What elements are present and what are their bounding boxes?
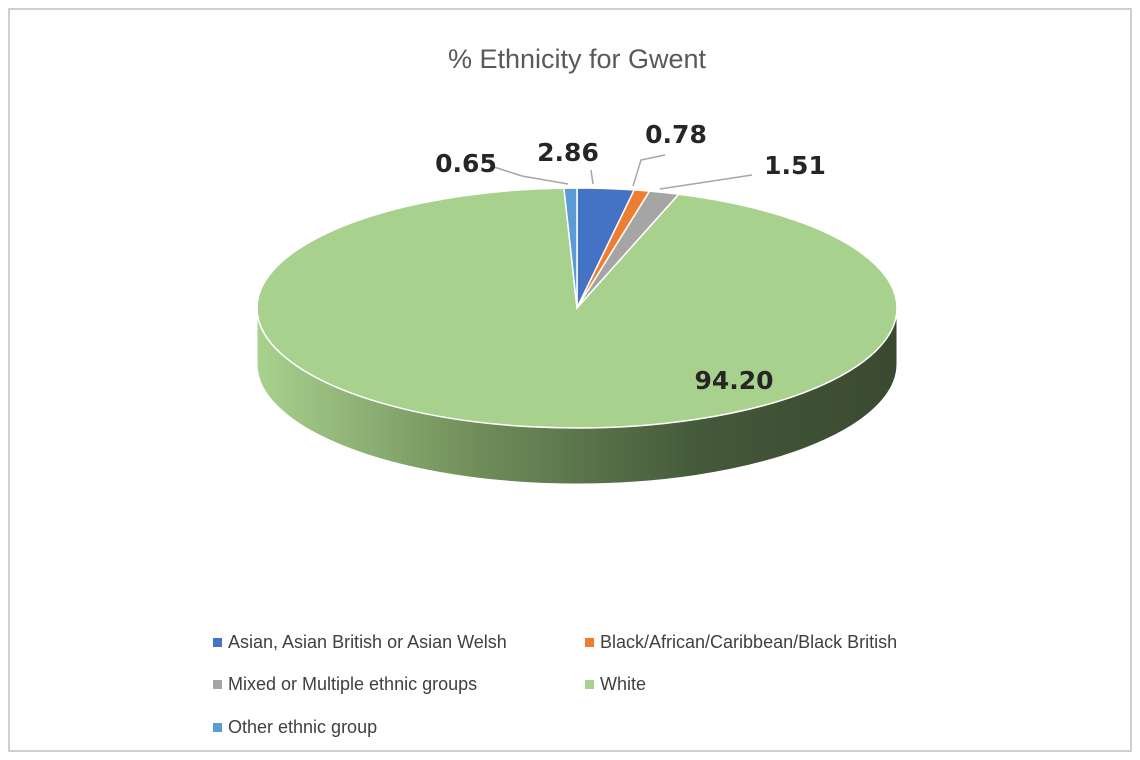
leader-line-black xyxy=(632,154,666,187)
legend-swatch-white xyxy=(585,680,594,689)
data-labels: 2.86 0.78 1.51 94.20 0.65 xyxy=(435,120,826,395)
legend-label-other: Other ethnic group xyxy=(228,717,377,737)
data-label-asian: 2.86 xyxy=(537,138,599,167)
pie-slice-white xyxy=(256,187,898,429)
leader-line-other xyxy=(493,166,569,185)
pie-top xyxy=(256,187,898,429)
legend: Asian, Asian British or Asian Welsh Black… xyxy=(213,632,897,737)
legend-swatch-asian xyxy=(213,638,222,647)
data-label-black: 0.78 xyxy=(645,120,707,149)
legend-label-mixed: Mixed or Multiple ethnic groups xyxy=(228,674,477,694)
data-label-white: 94.20 xyxy=(694,366,773,395)
legend-label-asian: Asian, Asian British or Asian Welsh xyxy=(228,632,507,652)
leader-line-asian xyxy=(590,169,594,185)
data-label-mixed: 1.51 xyxy=(764,151,826,180)
legend-label-black: Black/African/Caribbean/Black British xyxy=(600,632,897,652)
leader-line-mixed xyxy=(659,174,753,190)
data-label-other: 0.65 xyxy=(435,149,497,178)
legend-swatch-other xyxy=(213,723,222,732)
legend-label-white: White xyxy=(600,674,646,694)
chart-title: % Ethnicity for Gwent xyxy=(448,44,707,74)
leader-lines xyxy=(493,154,753,190)
legend-swatch-black xyxy=(585,638,594,647)
legend-swatch-mixed xyxy=(213,680,222,689)
pie-slice-other xyxy=(563,187,578,309)
